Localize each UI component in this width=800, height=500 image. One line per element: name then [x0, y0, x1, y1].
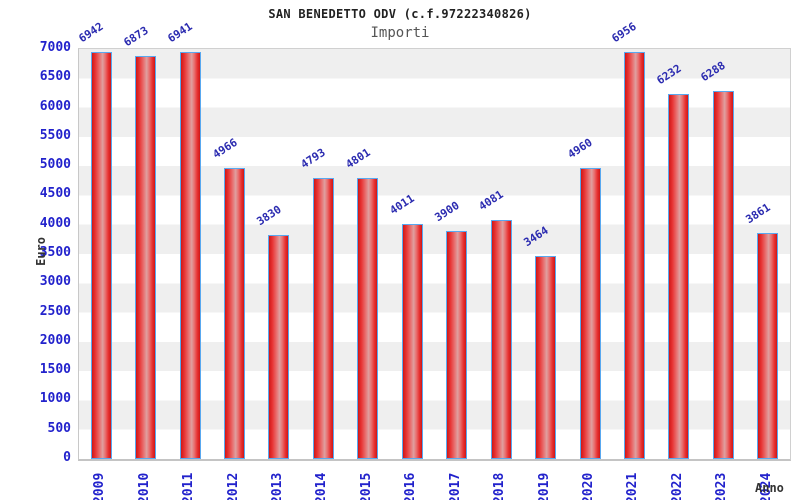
x-tick-label: 2019: [536, 472, 552, 500]
x-tick-label: 2015: [358, 472, 374, 500]
x-tick-label: 2014: [314, 472, 330, 500]
y-tick-label: 3000: [39, 274, 71, 290]
x-tick-label: 2022: [669, 472, 685, 500]
x-tick-label: 2010: [136, 472, 152, 500]
bar-2013: [268, 235, 290, 459]
plot-area: [78, 48, 791, 461]
bar-2023: [712, 91, 734, 459]
bar-2020: [579, 168, 601, 459]
bar-2022: [668, 94, 690, 459]
bar-2016: [401, 224, 423, 459]
bar-value-label: 6942: [76, 19, 106, 46]
x-tick-label: 2017: [447, 472, 463, 500]
y-tick-label: 4500: [39, 186, 71, 202]
y-tick-label: 0: [63, 450, 71, 465]
bar-value-label: 6941: [165, 19, 195, 46]
x-tick-label: 2021: [625, 472, 641, 500]
bar-value-label: 6956: [609, 19, 640, 46]
y-axis-title: Euro: [34, 237, 48, 266]
x-tick-label: 2023: [714, 472, 730, 500]
chart-subtitle: Importi: [370, 25, 430, 41]
y-tick-label: 500: [47, 420, 71, 436]
y-tick-label: 4000: [39, 215, 71, 231]
y-tick-label: 6500: [39, 69, 71, 85]
x-tick-label: 2009: [92, 472, 108, 500]
y-tick-label: 2500: [39, 303, 71, 319]
bar-2019: [535, 256, 557, 459]
bar-2017: [446, 231, 468, 459]
bar-2014: [312, 178, 334, 459]
y-tick-label: 3500: [39, 245, 71, 260]
bar-2015: [357, 178, 379, 459]
bar-2010: [135, 56, 157, 459]
bar-2021: [623, 52, 645, 459]
chart-title: SAN BENEDETTO ODV (c.f.97222340826): [268, 7, 532, 21]
x-tick-label: 2020: [581, 472, 597, 500]
x-tick-label: 2011: [181, 472, 197, 500]
x-tick-label: 2013: [269, 472, 285, 500]
bar-2012: [224, 168, 246, 459]
bar-2009: [90, 52, 112, 459]
y-tick-label: 5000: [39, 157, 71, 173]
bar-2024: [757, 233, 779, 459]
x-axis-title: Anno: [755, 481, 784, 495]
y-tick-label: 5500: [39, 127, 71, 143]
y-tick-label: 7000: [39, 40, 71, 55]
y-tick-label: 1000: [39, 391, 71, 407]
y-tick-label: 2000: [39, 332, 71, 348]
y-tick-label: 6000: [39, 98, 71, 114]
y-tick-label: 1500: [39, 362, 71, 378]
x-tick-label: 2012: [225, 472, 241, 500]
bar-2011: [179, 52, 201, 459]
bar-2018: [490, 220, 512, 459]
x-tick-label: 2018: [492, 472, 508, 500]
x-tick-label: 2016: [403, 472, 419, 500]
